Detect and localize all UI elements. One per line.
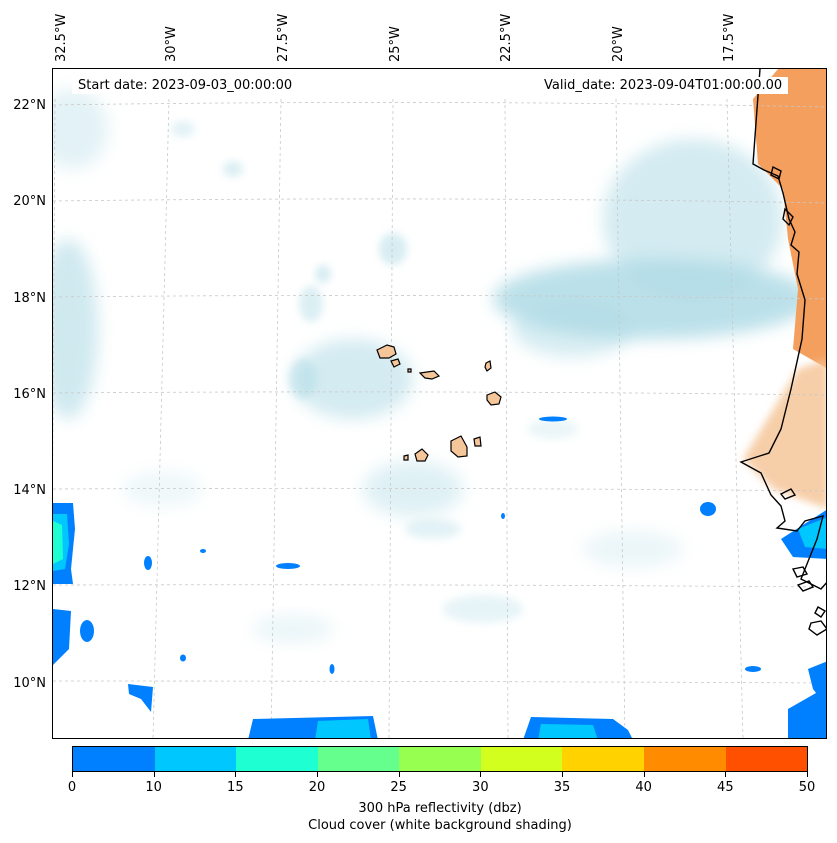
colorbar-tick-mark [480, 772, 482, 777]
colorbar-tick-mark [153, 772, 155, 777]
colorbar [72, 746, 808, 772]
lon-label-17-5w: 17.5°W [722, 13, 737, 62]
colorbar-segment-1 [154, 747, 237, 771]
colorbar-tick-mark [562, 772, 563, 777]
lon-label-30w: 30°W [164, 26, 179, 62]
reflectivity-layer [53, 416, 826, 738]
colorbar-tick-label: 0 [67, 780, 77, 795]
cape-verde-islands [376, 344, 502, 462]
lat-label-12n: 12°N [13, 579, 46, 594]
colorbar-tick-mark [643, 772, 645, 777]
colorbar-tick-label: 40 [635, 780, 652, 795]
colorbar-tick-label: 30 [472, 780, 489, 795]
lat-label-16n: 16°N [13, 387, 46, 402]
africa-coastline [739, 69, 826, 636]
colorbar-segment-5 [480, 747, 563, 771]
colorbar-tick-mark [235, 772, 237, 777]
gridlines [53, 98, 826, 738]
map-panel [52, 68, 827, 739]
valid-date-label: Valid_date: 2023-09-04T01:00:00.00 [538, 77, 789, 94]
colorbar-tick-label: 15 [227, 780, 244, 795]
cloud-cover-layer [53, 89, 813, 643]
lon-label-27-5w: 27.5°W [276, 13, 291, 62]
colorbar-tick-mark [807, 772, 808, 777]
colorbar-tick-mark [317, 772, 318, 777]
colorbar-tick-label: 10 [145, 780, 162, 795]
lat-label-22n: 22°N [13, 98, 46, 113]
colorbar-segment-3 [317, 747, 400, 771]
colorbar-segment-7 [643, 747, 726, 771]
colorbar-label-reflectivity: 300 hPa reflectivity (dbz) [358, 801, 522, 816]
colorbar-tick-label: 25 [390, 780, 407, 795]
colorbar-tick-label: 20 [308, 780, 326, 795]
colorbar-segment-8 [725, 747, 808, 771]
colorbar-segment-4 [399, 747, 481, 771]
lat-label-10n: 10°N [13, 676, 46, 691]
colorbar-tick-mark [72, 772, 73, 777]
colorbar-segment-6 [562, 747, 644, 771]
lat-label-20n: 20°N [13, 194, 46, 209]
lon-label-20w: 20°W [611, 26, 626, 62]
colorbar-label-cloud-cover: Cloud cover (white background shading) [308, 818, 572, 833]
lon-label-25w: 25°W [388, 26, 403, 62]
colorbar-tick-label: 45 [717, 780, 734, 795]
lat-label-14n: 14°N [13, 483, 46, 498]
colorbar-tick-label: 50 [798, 780, 816, 795]
colorbar-segment-2 [236, 747, 318, 771]
colorbar-tick-label: 35 [553, 780, 571, 795]
colorbar-tick-mark [725, 772, 727, 777]
lon-label-22-5w: 22.5°W [499, 13, 514, 62]
lat-label-18n: 18°N [13, 291, 46, 306]
start-date-label: Start date: 2023-09-03_00:00:00 [72, 77, 299, 94]
map-canvas [53, 69, 826, 738]
colorbar-tick-mark [398, 772, 400, 777]
lon-label-32-5w: 32.5°W [54, 13, 69, 62]
colorbar-segment-0 [73, 747, 155, 771]
